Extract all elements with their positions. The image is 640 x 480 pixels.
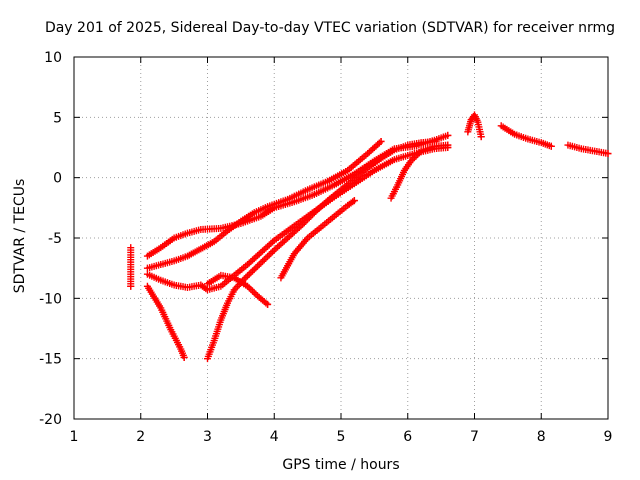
y-tick-label: -20 (39, 412, 62, 428)
x-tick-label: 1 (70, 429, 79, 445)
data-point (180, 353, 188, 361)
data-point (267, 249, 275, 257)
series-track-9 (387, 141, 452, 202)
data-point (254, 262, 262, 270)
y-tick-label: 0 (53, 171, 62, 187)
data-point (255, 261, 263, 269)
data-point (444, 141, 452, 149)
data-point (377, 137, 385, 145)
data-point (244, 272, 252, 280)
data-point (350, 197, 358, 205)
data-point (265, 251, 273, 259)
data-point (252, 264, 260, 272)
y-tick-label: -5 (48, 231, 62, 247)
series-track-11 (497, 122, 555, 150)
series-track-3 (143, 137, 385, 272)
series-track-8 (277, 197, 358, 282)
y-tick-label: -10 (39, 291, 62, 307)
data-point (242, 273, 250, 281)
data-point (127, 282, 135, 290)
x-tick-label: 3 (203, 429, 212, 445)
data-point (249, 287, 257, 295)
series-track-2 (143, 131, 452, 260)
y-tick-label: 10 (44, 50, 62, 66)
data-point (547, 142, 555, 150)
x-tick-label: 9 (604, 429, 613, 445)
y-tick-label: 5 (53, 110, 62, 126)
x-axis-label: GPS time / hours (282, 457, 400, 473)
data-point (260, 256, 268, 264)
grid-lines (74, 57, 608, 419)
data-point (247, 269, 255, 277)
data-point (444, 131, 452, 139)
data-point (477, 133, 485, 141)
data-point (604, 150, 612, 158)
series-track-7 (204, 271, 272, 308)
data-point (250, 265, 258, 273)
x-tick-label: 4 (270, 429, 279, 445)
data-point (245, 270, 253, 278)
series-track-10 (464, 111, 485, 141)
x-tick-label: 6 (403, 429, 412, 445)
x-tick-label: 7 (470, 429, 479, 445)
data-point (247, 285, 255, 293)
data-point (250, 289, 258, 297)
data-point (249, 267, 257, 275)
data-point (259, 257, 267, 265)
chart-title: Day 201 of 2025, Sidereal Day-to-day VTE… (44, 20, 616, 36)
x-tick-label: 8 (537, 429, 546, 445)
series-track-4 (143, 144, 452, 294)
series-track-12 (564, 141, 612, 158)
series-track-1 (127, 244, 135, 290)
y-axis-label: SDTVAR / TECUs (12, 178, 28, 294)
x-tick-label: 2 (136, 429, 145, 445)
data-point (264, 300, 272, 308)
data-point (262, 254, 270, 262)
x-tick-label: 5 (337, 429, 346, 445)
series-track-5 (143, 282, 188, 361)
data-point (257, 259, 265, 267)
axis-ticks: 1 2 3 4 5 6 7 8 9 -20 -15 -10 -5 0 5 10 (39, 50, 612, 445)
data-point (264, 253, 272, 261)
data-points (127, 111, 612, 363)
series-track-6 (204, 137, 438, 363)
y-tick-label: -15 (39, 352, 62, 368)
